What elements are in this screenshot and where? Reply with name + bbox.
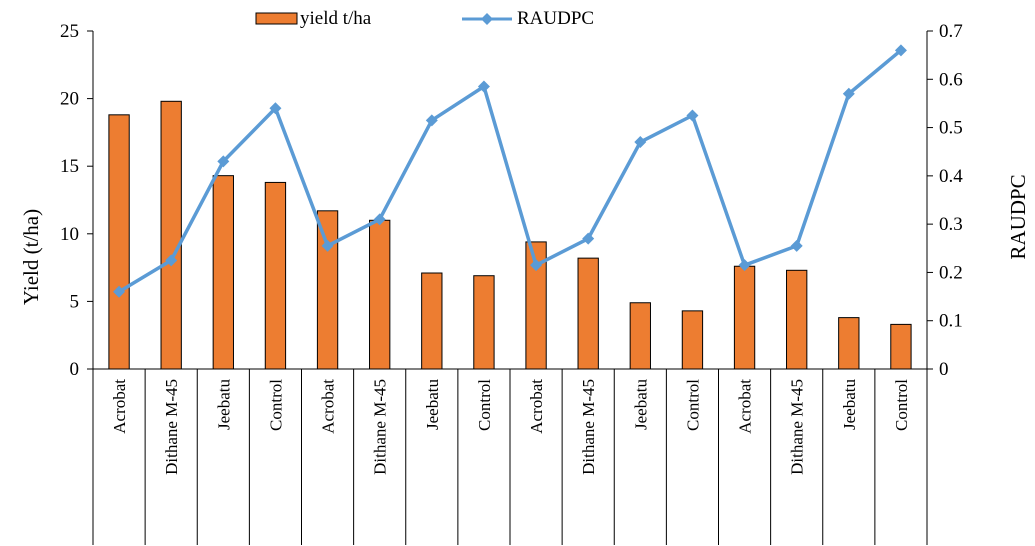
raudpc-point [530, 259, 543, 272]
bar [212, 175, 234, 370]
category-label: Jeebatu [631, 379, 650, 430]
raudpc-point [373, 213, 386, 226]
raudpc-point [634, 136, 647, 149]
raudpc-point [217, 155, 230, 168]
raudpc-point [894, 44, 907, 57]
left-axis-ticks: 0 5 10 15 20 25 [60, 21, 93, 380]
y-tick-label-right: 0.1 [939, 311, 963, 332]
y-tick-label-right: 0.3 [939, 214, 963, 235]
y-tick-label-left: 15 [60, 156, 79, 177]
category-label: Acrobat [527, 379, 546, 434]
bar [681, 310, 704, 370]
y-tick-label-left: 10 [60, 224, 79, 245]
category-label: Control [475, 379, 494, 431]
raudpc-point [477, 80, 490, 93]
bar [473, 275, 495, 370]
category-label: Jeebatu [840, 379, 859, 430]
category-label: Dithane M-45 [371, 379, 390, 475]
y-axis-title-left: Yield (t/ha) [19, 209, 43, 305]
y-tick-label-left: 5 [70, 291, 80, 312]
y-tick-label-left: 25 [60, 21, 79, 42]
legend-marker-raudpc [481, 13, 493, 25]
bar [108, 114, 130, 370]
y-tick-label-right: 0 [939, 359, 949, 380]
raudpc-point [425, 114, 438, 127]
y-tick-label-right: 0.6 [939, 69, 963, 90]
raudpc-point [686, 109, 699, 122]
raudpc-point [269, 102, 282, 115]
legend-label-yield: yield t/ha [300, 8, 372, 29]
bar [786, 269, 808, 370]
category-label: Control [266, 379, 285, 431]
category-label: Control [892, 379, 911, 431]
bar-series [108, 100, 912, 370]
raudpc-line [118, 48, 903, 294]
right-axis-ticks: 0 0.1 0.2 0.3 0.4 0.5 0.6 0.7 [927, 21, 963, 380]
raudpc-point [582, 232, 595, 245]
bar [890, 323, 912, 370]
raudpc-point [790, 239, 803, 252]
raudpc-point [113, 285, 126, 298]
category-label: Acrobat [736, 379, 755, 434]
y-tick-label-left: 0 [70, 359, 80, 380]
raudpc-point [842, 87, 855, 100]
axes [92, 31, 928, 545]
category-label: Dithane M-45 [162, 379, 181, 475]
category-label: Acrobat [319, 379, 338, 434]
category-label: Dithane M-45 [788, 379, 807, 475]
bar [577, 257, 599, 370]
legend-label-raudpc: RAUDPC [517, 8, 594, 29]
bar [421, 272, 443, 370]
y-tick-label-right: 0.2 [939, 262, 963, 283]
y-tick-label-right: 0.4 [939, 166, 963, 187]
bar [316, 210, 339, 370]
category-labels: Acrobat Dithane M-45 Jeebatu Control Acrobat… [110, 379, 911, 475]
category-label: Dithane M-45 [579, 379, 598, 475]
y-axis-title-right: RAUDPC [1006, 174, 1030, 259]
bar [733, 265, 756, 370]
bar [264, 181, 287, 370]
legend-swatch-yield [255, 12, 298, 25]
line-series [113, 44, 907, 298]
y-tick-label-left: 20 [60, 89, 79, 110]
raudpc-point [738, 259, 751, 272]
category-label: Control [683, 379, 702, 431]
bar [838, 317, 860, 370]
legend: yield t/ha RAUDPC [255, 8, 594, 29]
raudpc-point [321, 239, 334, 252]
bar [369, 219, 391, 370]
category-label: Jeebatu [423, 379, 442, 430]
y-tick-label-right: 0.7 [939, 21, 963, 42]
category-label: Jeebatu [214, 379, 233, 430]
category-label: Acrobat [110, 379, 129, 434]
raudpc-point [165, 254, 178, 267]
bar [629, 302, 651, 370]
y-tick-label-right: 0.5 [939, 118, 963, 139]
bar [160, 100, 182, 370]
